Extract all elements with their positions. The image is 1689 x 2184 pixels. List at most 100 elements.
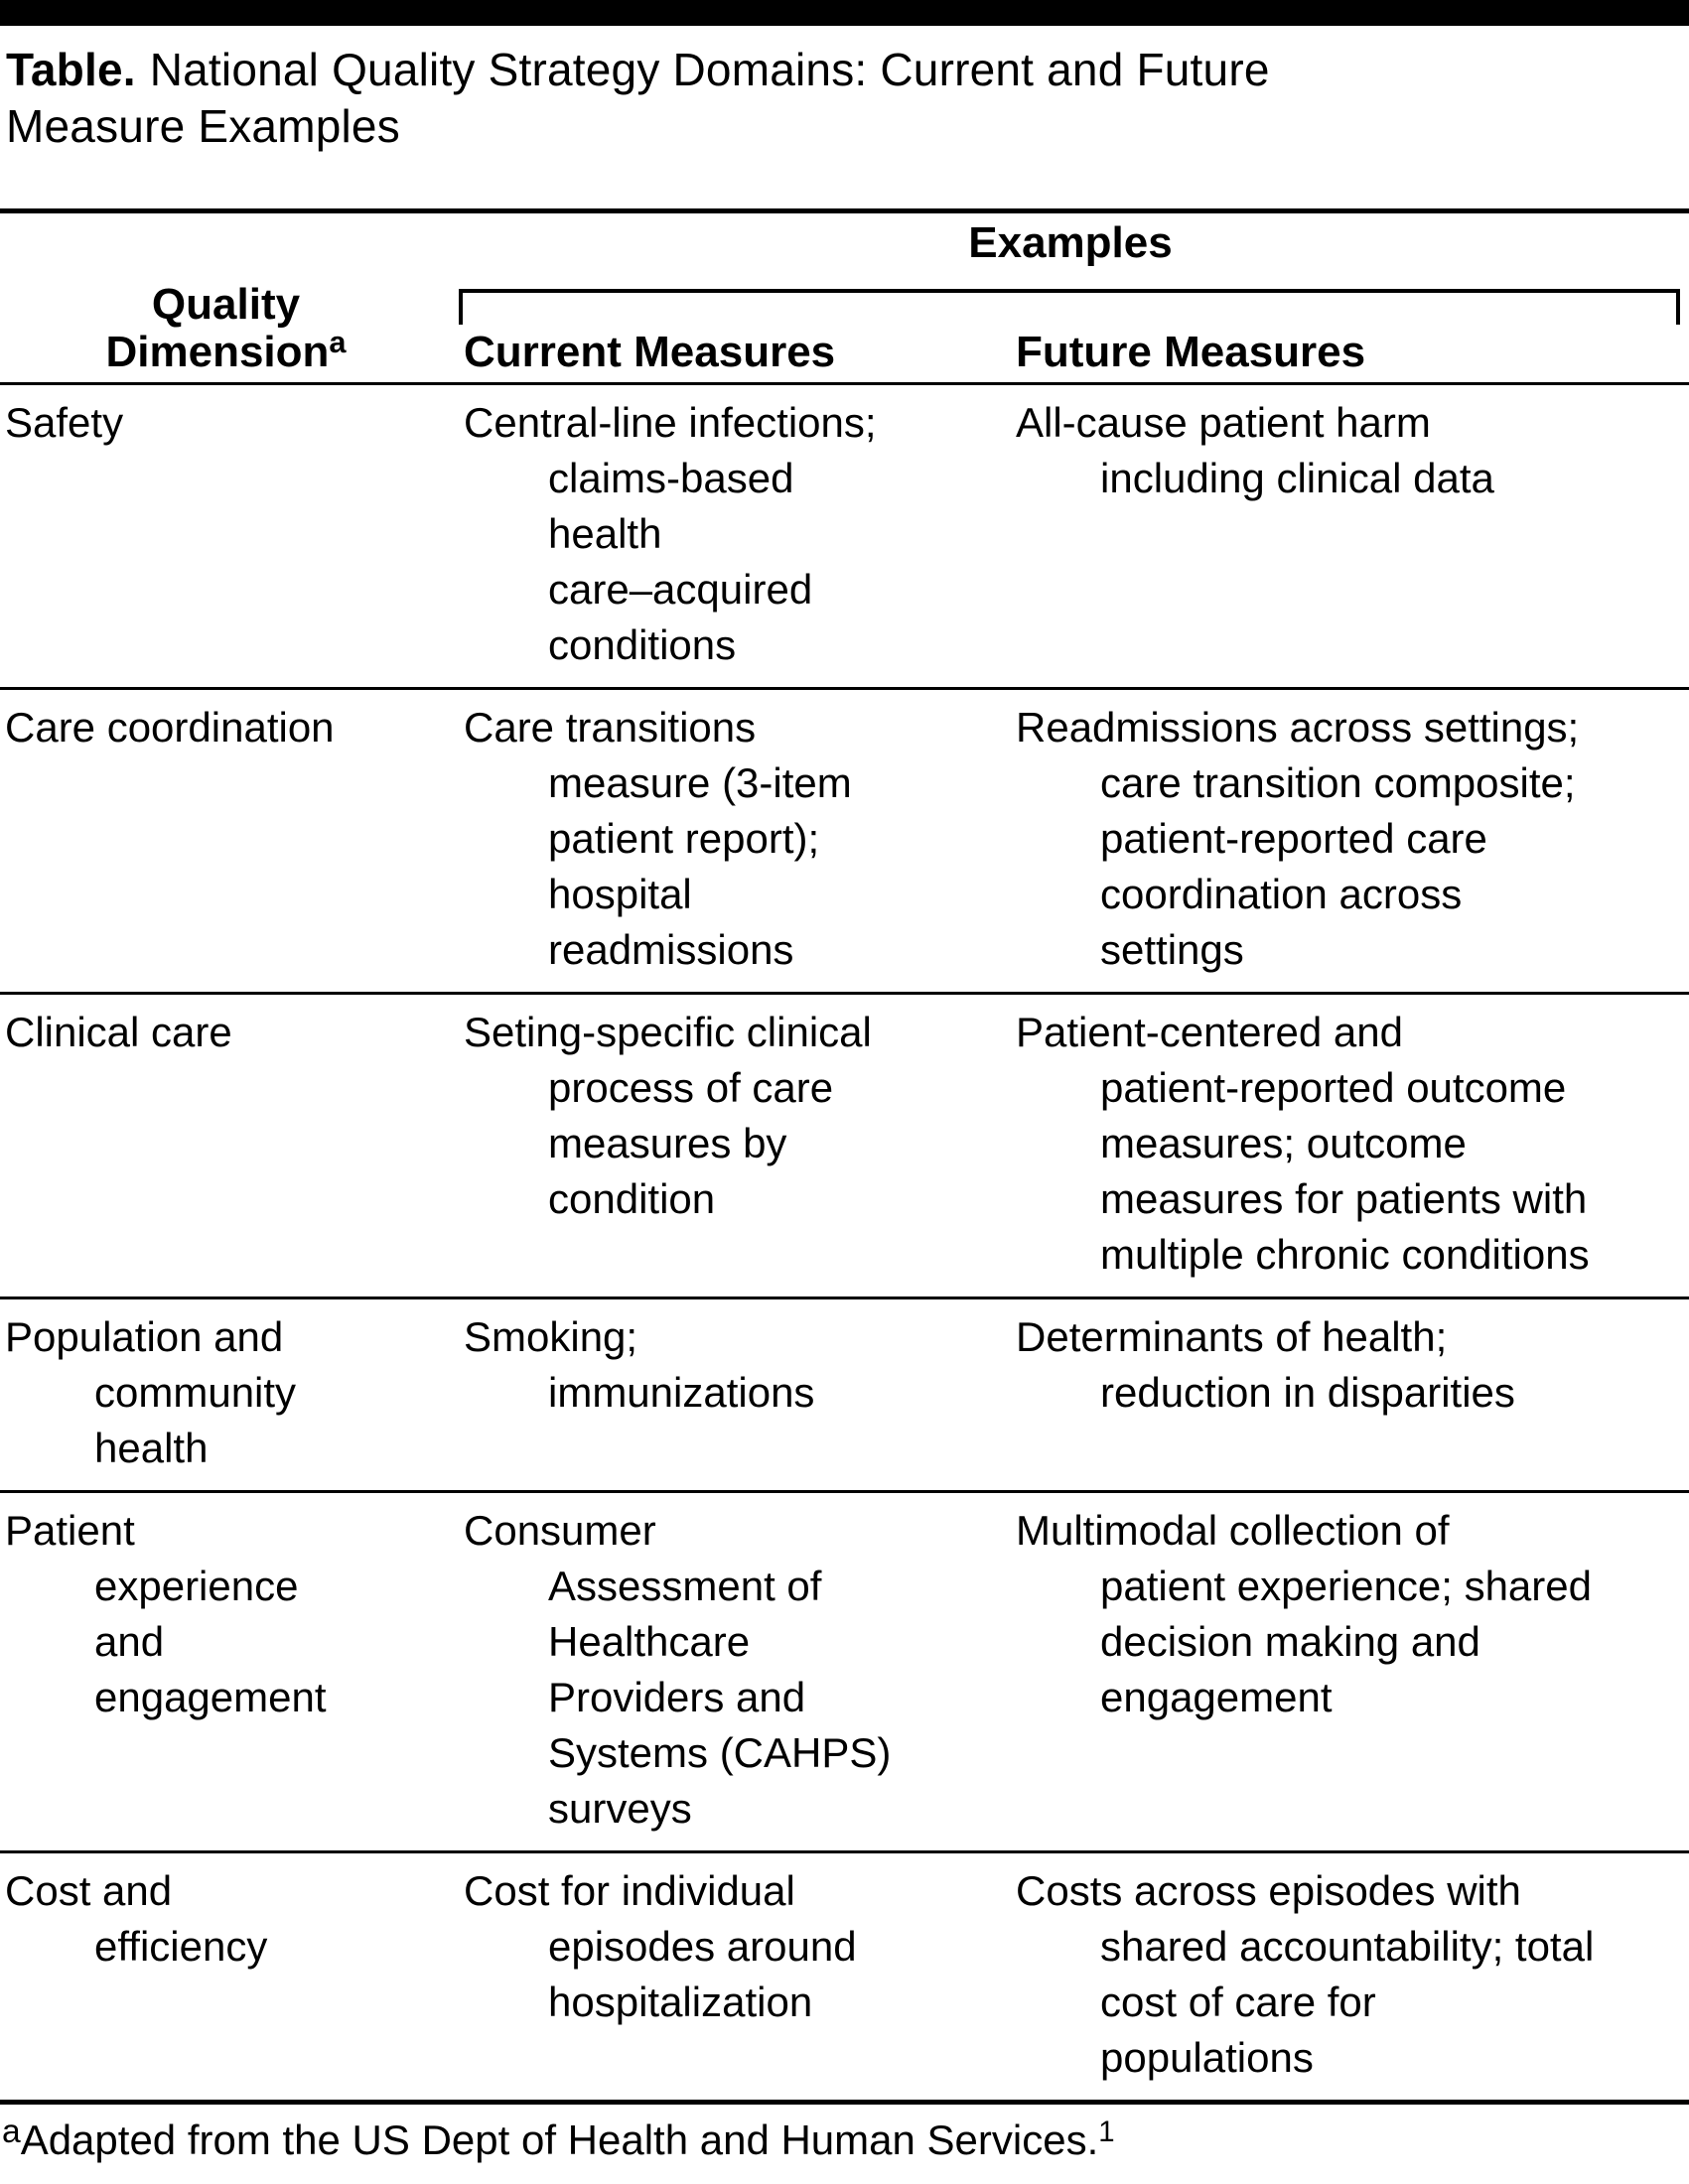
- text-line: patient experience; shared: [1100, 1563, 1592, 1609]
- text-line: measures by: [548, 1120, 787, 1166]
- text-line: patient-reported care: [1100, 815, 1487, 862]
- text-line: All-cause patient harm: [1016, 399, 1431, 446]
- cell-dimension: Safety: [0, 395, 452, 673]
- cell-future: Costs across episodes with shared account…: [1008, 1863, 1689, 2086]
- top-black-bar: [0, 0, 1689, 26]
- text-line: cost of care for: [1100, 1979, 1376, 2025]
- text-line: Cost for individual: [464, 1867, 795, 1914]
- cell-current: Smoking; immunizations: [452, 1309, 1008, 1476]
- cell-dimension: Clinical care: [0, 1005, 452, 1283]
- text-line: patient report);: [548, 815, 820, 862]
- text-line: including clinical data: [1100, 455, 1494, 501]
- text-line: Providers and: [548, 1674, 806, 1720]
- cell-dimension: Care coordination: [0, 700, 452, 978]
- text-line: health: [94, 1425, 209, 1471]
- text-line: Determinants of health;: [1016, 1313, 1448, 1360]
- cell-future: Patient-centered and patient-reported out…: [1008, 1005, 1689, 1283]
- header-examples-spanner: Examples: [968, 218, 1173, 267]
- cell-future: Determinants of health; reduction in disp…: [1008, 1309, 1689, 1476]
- cell-current: Care transitions measure (3-item patient r…: [452, 700, 1008, 978]
- text-line: Clinical care: [5, 1009, 232, 1055]
- text-line: Systems (CAHPS): [548, 1729, 892, 1776]
- table-title-line1: National Quality Strategy Domains: Curre…: [149, 44, 1270, 95]
- spanner-bracket: [459, 289, 1680, 325]
- table-row: Cost and efficiency Cost for individual epi…: [0, 1853, 1689, 2105]
- text-line: process of care: [548, 1064, 834, 1111]
- header-current-measures: Current Measures: [464, 328, 836, 376]
- table-title-line2: Measure Examples: [6, 100, 400, 152]
- text-line: community: [94, 1369, 297, 1416]
- text-line: claims-based: [548, 455, 794, 501]
- text-line: Care coordination: [5, 704, 335, 751]
- cell-future: Multimodal collection of patient experien…: [1008, 1503, 1689, 1837]
- text-line: Healthcare: [548, 1618, 751, 1665]
- text-line: engagement: [94, 1674, 327, 1720]
- table-row: Clinical care Seting-specific clinical pro…: [0, 995, 1689, 1299]
- text-line: Cost and: [5, 1867, 173, 1914]
- reference-mark: 1: [1098, 2115, 1115, 2148]
- text-line: multiple chronic conditions: [1100, 1231, 1590, 1278]
- text-line: experience: [94, 1563, 299, 1609]
- text-line: shared accountability; total: [1100, 1923, 1595, 1970]
- table-row: Population and community health Smoking; imm…: [0, 1299, 1689, 1493]
- quality-table: Quality Dimensiona Examples Current Meas…: [0, 208, 1689, 2105]
- table-footnote: aAdapted from the US Dept of Health and …: [2, 2115, 1689, 2166]
- table-title-label: Table.: [6, 44, 136, 95]
- text-line: Seting-specific clinical: [464, 1009, 872, 1055]
- cell-future: All-cause patient harm including clinical…: [1008, 395, 1689, 673]
- text-line: conditions: [548, 621, 737, 668]
- header-quality-line2: Dimensiona: [105, 325, 347, 376]
- text-line: hospital: [548, 871, 692, 917]
- text-line: Consumer: [464, 1507, 656, 1554]
- text-line: decision making and: [1100, 1618, 1480, 1665]
- text-line: Costs across episodes with: [1016, 1867, 1521, 1914]
- text-line: Population and: [5, 1313, 284, 1360]
- text-line: care transition composite;: [1100, 759, 1576, 806]
- cell-future: Readmissions across settings; care transi…: [1008, 700, 1689, 978]
- text-line: Patient-centered and: [1016, 1009, 1403, 1055]
- text-line: health: [548, 510, 662, 557]
- header-examples-group: Examples Current Measures Future Measure…: [452, 219, 1689, 382]
- text-line: reduction in disparities: [1100, 1369, 1515, 1416]
- cell-current: Cost for individual episodes around hospit…: [452, 1863, 1008, 2086]
- table-title: Table. National Quality Strategy Domains:…: [6, 42, 1689, 155]
- header-quality-dimension: Quality Dimensiona: [0, 219, 452, 382]
- text-line: measures; outcome: [1100, 1120, 1467, 1166]
- table-top-rule: [0, 208, 1689, 213]
- text-line: engagement: [1100, 1674, 1333, 1720]
- footnote-text: Adapted from the US Dept of Health and H…: [20, 2116, 1099, 2163]
- cell-dimension: Patient experience and engagement: [0, 1503, 452, 1837]
- footnote-mark: a: [2, 2114, 21, 2151]
- text-line: Safety: [5, 399, 124, 446]
- text-line: readmissions: [548, 926, 794, 973]
- cell-dimension: Population and community health: [0, 1309, 452, 1476]
- text-line: coordination across: [1100, 871, 1463, 917]
- text-line: surveys: [548, 1785, 692, 1832]
- text-line: care–acquired: [548, 566, 813, 613]
- table-row: Care coordination Care transitions measure…: [0, 690, 1689, 995]
- text-line: Care transitions: [464, 704, 757, 751]
- text-line: hospitalization: [548, 1979, 813, 2025]
- cell-dimension: Cost and efficiency: [0, 1863, 452, 2086]
- header-subheads: Current Measures Future Measures: [452, 329, 1689, 382]
- text-line: populations: [1100, 2034, 1314, 2081]
- header-future-measures: Future Measures: [1016, 328, 1366, 376]
- table-header: Quality Dimensiona Examples Current Meas…: [0, 213, 1689, 385]
- table-row: Safety Central-line infections; claims-bas…: [0, 385, 1689, 690]
- text-line: immunizations: [548, 1369, 815, 1416]
- text-line: patient-reported outcome: [1100, 1064, 1567, 1111]
- text-line: condition: [548, 1175, 716, 1222]
- text-line: measure (3-item: [548, 759, 852, 806]
- text-line: Patient: [5, 1507, 135, 1554]
- header-quality-line1: Quality: [151, 280, 301, 329]
- text-line: Multimodal collection of: [1016, 1507, 1450, 1554]
- footnote-marker: a: [329, 325, 347, 360]
- text-line: and: [94, 1618, 165, 1665]
- cell-current: Seting-specific clinical process of care m…: [452, 1005, 1008, 1283]
- cell-current: Central-line infections; claims-based heal…: [452, 395, 1008, 673]
- text-line: Readmissions across settings;: [1016, 704, 1580, 751]
- text-line: Smoking;: [464, 1313, 638, 1360]
- text-line: measures for patients with: [1100, 1175, 1588, 1222]
- text-line: settings: [1100, 926, 1244, 973]
